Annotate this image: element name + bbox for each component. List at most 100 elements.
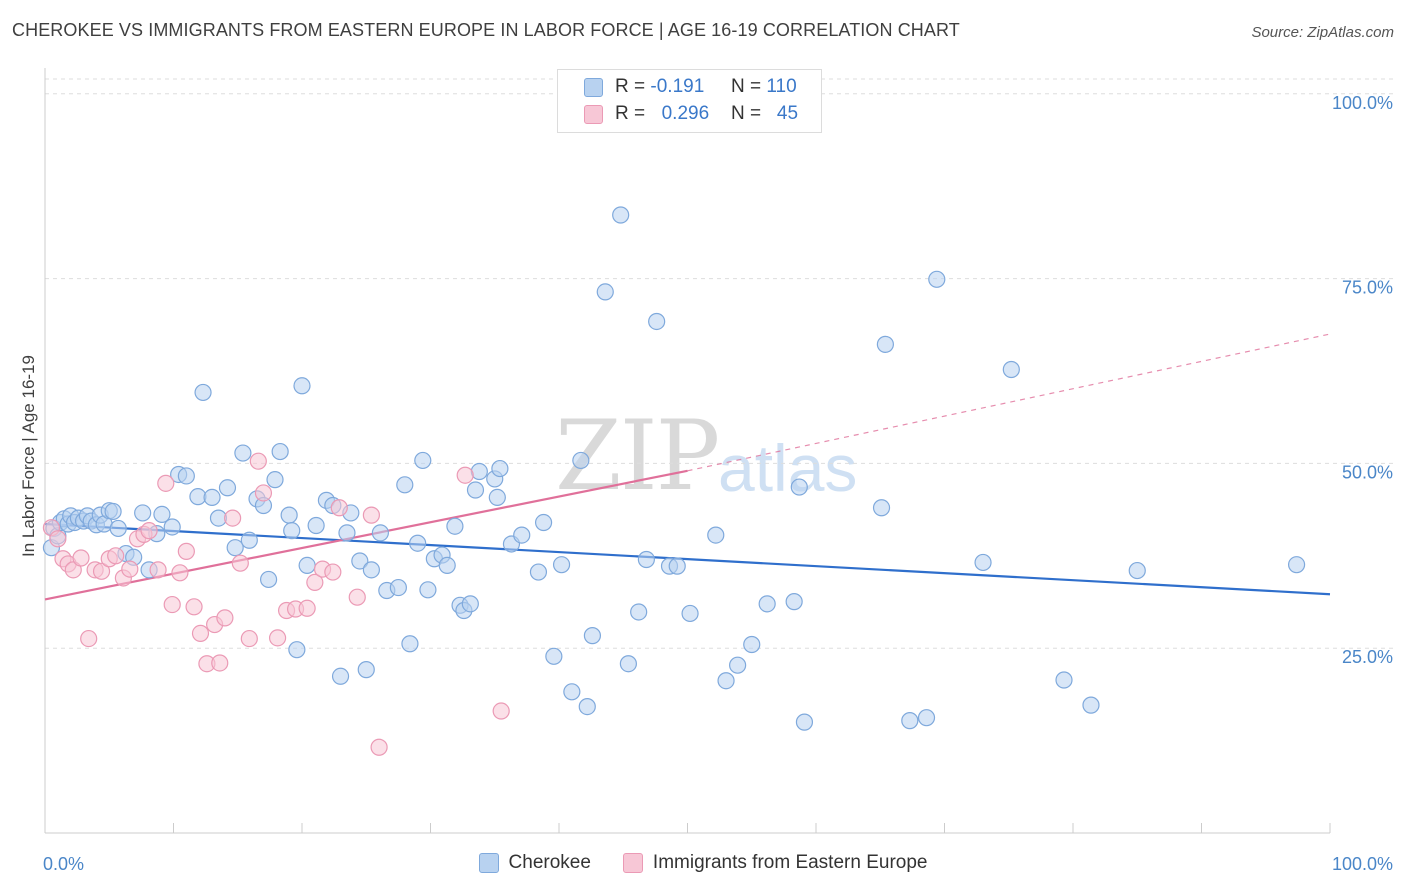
axes — [44, 68, 1331, 834]
y-axis-title: In Labor Force | Age 16-19 — [19, 355, 38, 557]
cherokee-point — [470, 462, 488, 481]
cherokee-point — [109, 519, 127, 538]
cherokee-legend-swatch — [478, 853, 499, 873]
immigrant-point — [330, 499, 348, 517]
cherokee-point — [578, 697, 596, 716]
immigrant-point — [254, 484, 273, 502]
immigrant-point — [140, 522, 158, 540]
immigrant-point — [231, 554, 249, 572]
r-value: -0.191 — [650, 76, 705, 97]
cherokee-point — [288, 641, 306, 659]
immigrant-point — [72, 549, 90, 567]
chart-title: CHEROKEE VS IMMIGRANTS FROM EASTERN EURO… — [12, 20, 960, 40]
cherokee-point — [153, 505, 171, 523]
immigrant-point — [211, 654, 229, 672]
cherokee-point — [534, 513, 553, 532]
cherokee-point — [409, 534, 427, 552]
immigrant-point — [492, 702, 510, 720]
cherokee-point — [1287, 556, 1306, 574]
axis-labels: 25.0% 50.0% 75.0% 100.0% 0.0% 100.0% In Labor … — [19, 93, 1393, 874]
cherokee-point — [234, 444, 252, 462]
n-value: 45 — [776, 103, 799, 124]
immigrant-point — [177, 542, 195, 560]
cherokee-point — [572, 451, 590, 470]
cherokee-point — [1128, 561, 1146, 580]
x-tick-label-left: 0.0% — [43, 854, 84, 874]
data-points — [42, 206, 1306, 756]
immigrant-point — [64, 561, 82, 579]
cherokee-point — [194, 383, 212, 402]
immigrant-point — [107, 547, 125, 565]
cherokee-point — [298, 556, 316, 575]
cherokee-point — [338, 524, 356, 542]
cherokee-point — [271, 442, 289, 461]
immigrant-point — [324, 563, 342, 581]
immigrant-point — [49, 530, 67, 548]
cherokee-point — [785, 593, 803, 611]
r-label: R = — [615, 76, 646, 97]
immigrant-point — [249, 452, 267, 470]
cherokee-point — [619, 655, 637, 673]
cherokee-point — [283, 522, 301, 540]
n-label: N = — [730, 103, 762, 124]
cherokee-point — [293, 377, 311, 395]
source-credit: Source: ZipAtlas.com — [1251, 24, 1394, 41]
legend-label-cherokee: Cherokee — [508, 852, 591, 873]
cherokee-point — [612, 206, 630, 224]
cherokee-point — [240, 531, 258, 549]
cherokee-point — [396, 476, 414, 494]
cherokee-point — [419, 581, 437, 599]
cherokee-point — [1002, 360, 1020, 379]
cherokee-point — [729, 656, 747, 674]
y-tick-label: 100.0% — [1332, 93, 1393, 113]
y-tick-label: 50.0% — [1342, 462, 1393, 482]
cherokee-point — [630, 603, 648, 621]
cherokee-point — [389, 578, 407, 597]
cherokee-point — [491, 459, 509, 478]
y-tick-label: 25.0% — [1342, 647, 1393, 667]
cherokee-point — [401, 635, 419, 653]
stats-legend: R = -0.191 N = 110 R = 0.296 N = 45 — [557, 69, 822, 133]
immigrant-point — [191, 624, 210, 643]
immigrant-point — [240, 629, 258, 648]
immigrant-point — [185, 598, 203, 616]
cherokee-point — [545, 647, 563, 665]
x-tick-label-right: 100.0% — [1332, 854, 1393, 874]
immigrant-point — [306, 573, 324, 592]
cherokee-point — [872, 499, 891, 517]
legend-item-immigrants: Immigrants from Eastern Europe — [622, 852, 928, 874]
cherokee-point — [218, 479, 237, 497]
immigrant-point — [163, 595, 181, 614]
trend-line-1 — [44, 469, 688, 601]
r-label: R = — [615, 103, 646, 124]
cherokee-point — [163, 518, 181, 536]
trend-lines — [44, 333, 1331, 601]
cherokee-point — [104, 502, 122, 521]
cherokee-point — [637, 550, 655, 569]
r-value: 0.296 — [661, 103, 710, 124]
cherokee-point — [513, 526, 531, 544]
stats-row-immigrants: R = 0.296 N = 45 — [584, 101, 798, 127]
cherokee-point — [446, 517, 464, 535]
cherokee-point — [668, 557, 686, 575]
immigrant-point — [456, 466, 474, 484]
cherokee-point — [583, 627, 602, 645]
cherokee-point — [466, 481, 485, 499]
legend-label-immigrants: Immigrants from Eastern Europe — [652, 852, 928, 873]
cherokee-point — [134, 504, 152, 522]
cherokee-point — [203, 488, 221, 506]
cherokee-point — [901, 712, 919, 730]
cherokee-point — [928, 270, 946, 288]
cherokee-point — [357, 661, 375, 679]
cherokee-point — [876, 335, 894, 353]
legend-item-cherokee: Cherokee — [478, 852, 591, 874]
y-tick-label: 75.0% — [1342, 278, 1393, 298]
cherokee-point — [552, 556, 571, 574]
immigrant-point — [121, 560, 139, 578]
cherokee-point — [266, 471, 284, 489]
cherokee-point — [974, 553, 992, 572]
cherokee-point — [351, 552, 369, 570]
cherokee-point — [414, 451, 432, 470]
cherokee-swatch — [584, 77, 603, 97]
